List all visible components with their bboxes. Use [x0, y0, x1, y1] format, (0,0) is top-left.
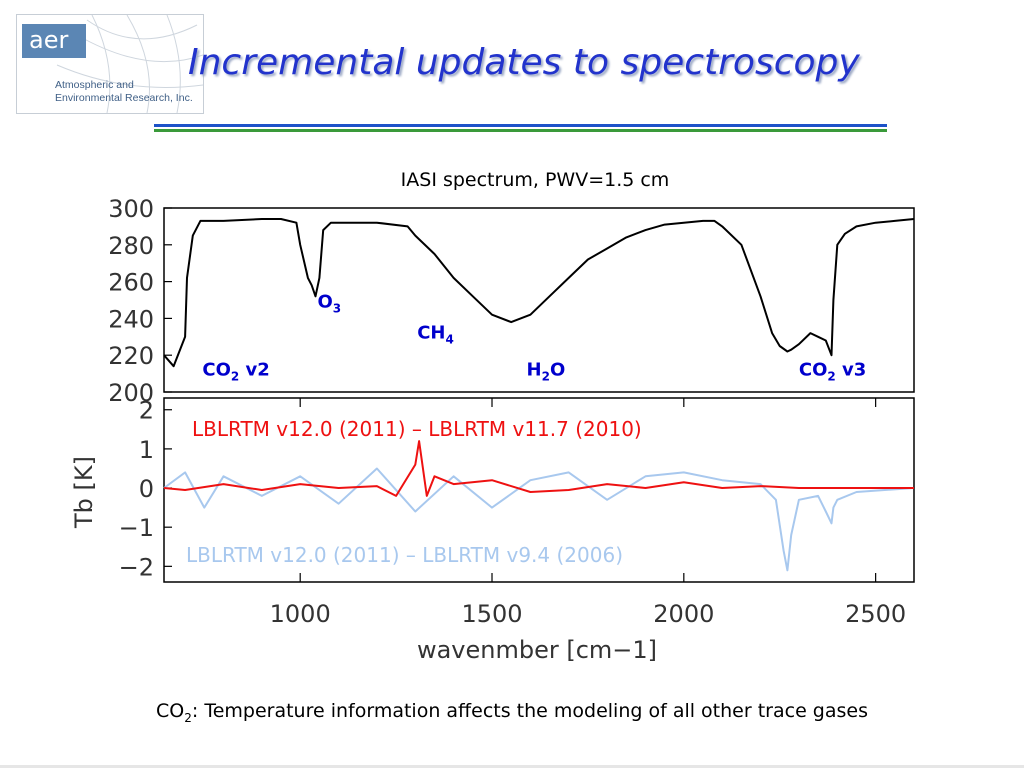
- spectrum-plot-frame: [163, 207, 915, 393]
- footnote-text: : Temperature information affects the mo…: [191, 700, 868, 722]
- spectrum-title: IASI spectrum, PWV=1.5 cm: [401, 169, 670, 191]
- difference-y-tick-label-1: 1: [139, 436, 154, 464]
- legend-v11-7: LBLRTM v12.0 (2011) – LBLRTM v11.7 (2010…: [192, 417, 642, 441]
- band-label-1: CH4: [417, 323, 454, 347]
- x-tick-label-2: 2000: [653, 600, 714, 628]
- spectrum-y-tick-label-4: 280: [108, 232, 154, 260]
- logo-wordmark-box: [22, 24, 86, 58]
- spectrum-line: [163, 218, 915, 368]
- logo-globe-graphic: [56, 15, 203, 113]
- difference-y-tick-label-4: −2: [119, 553, 154, 581]
- spectrum-y-tick-label-5: 300: [108, 195, 154, 223]
- logo-company-line-2: Environmental Research, Inc.: [55, 92, 193, 104]
- x-tick-label-0: 1000: [270, 600, 331, 628]
- spectrum-y-tick-label-2: 240: [108, 305, 154, 333]
- band-label-3: H2O: [527, 359, 566, 383]
- difference-y-tick-label-3: −1: [119, 514, 154, 542]
- spectrum-y-tick-label-1: 220: [108, 342, 154, 370]
- spectrum-y-tick-label-3: 260: [108, 269, 154, 297]
- difference-line-v9-4: [163, 467, 915, 572]
- x-tick-label-3: 2500: [845, 600, 906, 628]
- logo-company-line-1: Atmospheric and: [55, 79, 134, 91]
- logo-wordmark: aer: [29, 26, 69, 54]
- difference-y-tick-label-0: 2: [139, 397, 154, 425]
- x-tick-label-1: 1500: [461, 600, 522, 628]
- aer-logo: aer Atmospheric and Environmental Resear…: [16, 14, 204, 114]
- title-underline-blue: [154, 124, 887, 127]
- band-label-0: O3: [317, 291, 341, 315]
- slide-bottom-bar: [0, 765, 1024, 768]
- x-axis-label: wavenmber [cm−1]: [417, 636, 657, 664]
- legend-v9-4: LBLRTM v12.0 (2011) – LBLRTM v9.4 (2006): [186, 543, 623, 567]
- difference-plot-frame: [163, 397, 915, 583]
- difference-y-tick-label-2: 0: [139, 475, 154, 503]
- footnote-species: CO: [156, 700, 185, 722]
- difference-line-v11-7: [163, 440, 914, 497]
- spectrum-y-tick-label-0: 200: [108, 379, 154, 407]
- footnote-subscript: 2: [184, 710, 192, 725]
- band-label-2: CO2 v2: [202, 359, 269, 383]
- y-axis-label: Tb [K]: [70, 456, 98, 529]
- slide-title: Incremental updates to spectroscopy: [188, 42, 860, 83]
- title-underline-green: [154, 129, 887, 132]
- band-label-4: CO2 v3: [799, 359, 866, 383]
- footnote: CO2: Temperature information affects the…: [0, 700, 1024, 725]
